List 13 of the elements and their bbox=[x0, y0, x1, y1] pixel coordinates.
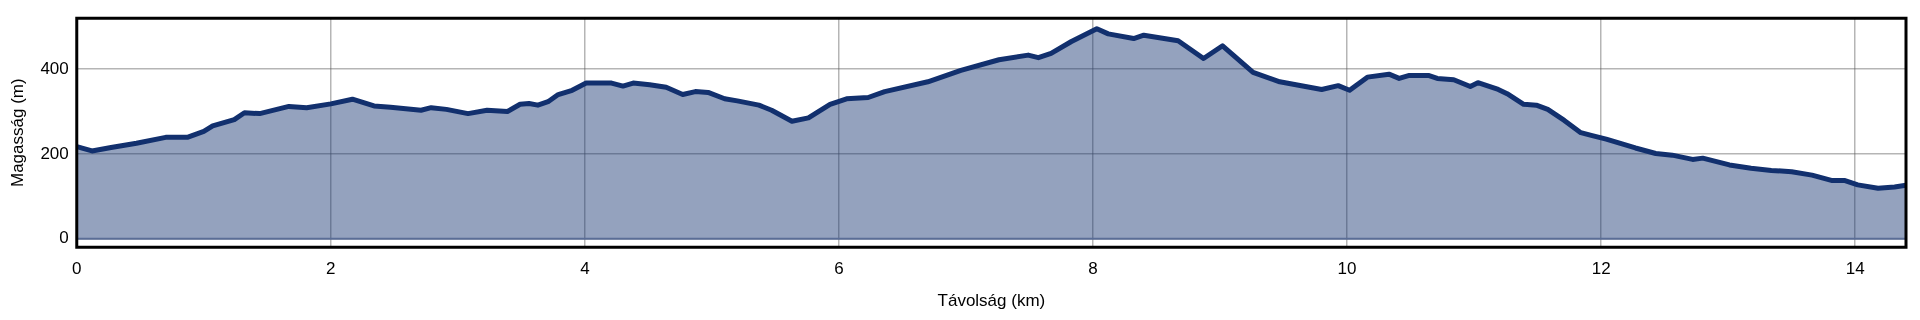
y-tick-label: 200 bbox=[40, 143, 69, 163]
y-tick-label: 0 bbox=[59, 228, 69, 248]
y-tick-label: 400 bbox=[40, 58, 69, 78]
x-tick-label: 6 bbox=[834, 259, 844, 279]
x-tick-label: 10 bbox=[1337, 259, 1357, 279]
x-tick-label: 0 bbox=[72, 259, 82, 279]
x-tick-label: 8 bbox=[1088, 259, 1098, 279]
x-tick-label: 2 bbox=[326, 259, 336, 279]
x-axis-title: Távolság (km) bbox=[937, 291, 1046, 311]
y-axis-title: Magasság (m) bbox=[7, 78, 27, 188]
x-tick-label: 14 bbox=[1845, 259, 1865, 279]
x-tick-label: 4 bbox=[580, 259, 590, 279]
x-tick-label: 12 bbox=[1591, 259, 1611, 279]
